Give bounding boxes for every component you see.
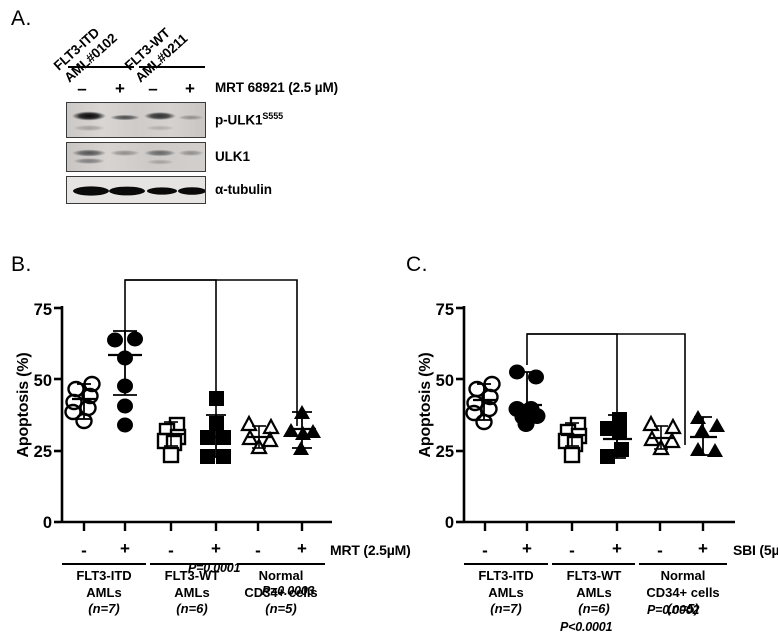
panel-b-group-underline-1: [150, 563, 233, 565]
panel-c-group-1-title2: AMLs: [576, 584, 612, 600]
panel-a: A. FLT3-ITD AML#0102 FLT3-WT AML#0211 – …: [0, 0, 440, 235]
panel-b: B. Apoptosis (%) 75 50 25 0: [0, 250, 411, 629]
panel-c-group-0-title1: FLT3-ITD: [478, 568, 534, 583]
blot-row-0-name: p-ULK1: [215, 112, 263, 128]
blot-row-0-sup: S555: [262, 111, 284, 121]
panel-b-group-0-points: [64, 375, 101, 430]
blot-row-2-name: α-tubulin: [215, 182, 272, 197]
panel-c-group-2-n: (n=5): [667, 601, 699, 617]
blot-image-p-ulk1: [66, 102, 206, 138]
lane-sign-2: –: [148, 79, 158, 98]
panel-a-letter: A.: [11, 7, 32, 30]
panel-c-pvalue-0: P<0.0001: [560, 620, 613, 634]
panel-b-group-1-title2: AMLs: [174, 584, 210, 600]
panel-b-group-1-points: [107, 330, 143, 433]
panel-c-group-0-points: [465, 375, 501, 431]
panel-c-group-4-points: [642, 414, 682, 456]
panel-b-group-underline-2: [237, 563, 325, 565]
panel-c-group-1-points: [508, 364, 546, 432]
panel-b-sign-2: -: [168, 541, 174, 560]
panel-b-group-3-points: [200, 391, 231, 464]
lane-sign-3: +: [185, 79, 195, 98]
panel-b-sign-5: +: [297, 539, 307, 558]
panel-c: C. Apoptosis (%) 75 50 25 0: [395, 250, 778, 634]
panel-c-axis-right-label: SBI (5µM): [733, 542, 778, 558]
blot-image-tubulin: [66, 176, 206, 204]
blot-row-label-tubulin: α-tubulin: [215, 182, 272, 197]
lane-group-label-0: FLT3-ITD AML#0102: [51, 19, 121, 86]
blot-row-label-ulk1: ULK1: [215, 149, 250, 164]
panel-b-group-underline-0: [62, 563, 146, 565]
panel-c-group-2-points: [557, 416, 588, 464]
panel-c-sign-2: -: [569, 541, 575, 560]
panel-c-group-1-n: (n=6): [578, 601, 610, 617]
blot-row-label-p-ulk1: p-ULK1S555: [215, 111, 283, 128]
panel-b-group-2-title1: Normal: [258, 568, 304, 583]
panel-b-group-0-title2: AMLs: [86, 584, 122, 600]
panel-c-letter: C.: [406, 253, 428, 276]
panel-b-sign-0: -: [81, 541, 87, 560]
panel-c-ytick-0: 0: [444, 514, 454, 532]
panel-c-sign-5: +: [698, 539, 708, 558]
blot-image-ulk1: [66, 142, 206, 172]
panel-c-plot: [456, 306, 735, 531]
panel-c-group-0-title2: AMLs: [488, 584, 524, 600]
panel-b-group-caption-1: FLT3-WT AMLs (n=6): [142, 568, 242, 618]
panel-c-sign-1: +: [522, 539, 532, 558]
blot-row-1-name: ULK1: [215, 149, 250, 164]
panel-b-group-0-title1: FLT3-ITD: [76, 568, 132, 583]
panel-b-ytick-25: 25: [33, 443, 52, 461]
lane-sign-1: +: [115, 79, 125, 98]
panel-c-group-1-title1: FLT3-WT: [566, 568, 622, 583]
panel-b-pvalue-1: P=0.0003: [262, 584, 315, 598]
panel-c-sign-4: -: [657, 541, 663, 560]
panel-b-group-2-n: (n=5): [265, 601, 297, 617]
panel-b-ytick-75: 75: [33, 301, 52, 319]
lane-sign-0: –: [77, 79, 87, 98]
panel-b-sign-1: +: [120, 539, 130, 558]
panel-b-ytick-0: 0: [42, 514, 52, 532]
panel-b-group-caption-0: FLT3-ITD AMLs (n=7): [54, 568, 154, 618]
panel-c-sign-3: +: [612, 539, 622, 558]
lane-group-rule-1: [139, 66, 205, 68]
panel-c-group-3-points: [600, 412, 632, 464]
panel-b-group-1-title1: FLT3-WT: [164, 568, 220, 583]
panel-c-group-0-n: (n=7): [490, 601, 522, 617]
panel-b-group-5-points: [283, 405, 321, 455]
panel-c-pvalue-1: P=0.0002: [647, 603, 700, 617]
panel-c-group-2-title2: CD34+ cells: [646, 584, 720, 600]
lane-group-label-1: FLT3-WT AML#0211: [122, 19, 191, 86]
panel-b-group-4-points: [240, 414, 280, 455]
panel-b-plot: [54, 279, 332, 531]
panel-c-group-underline-1: [552, 563, 635, 565]
panel-c-group-caption-2: Normal CD34+ cells (n=5): [633, 568, 733, 618]
panel-b-sign-4: -: [255, 541, 261, 560]
panel-b-group-0-n: (n=7): [88, 601, 120, 617]
panel-c-group-5-points: [690, 410, 725, 457]
panel-c-group-caption-1: FLT3-WT AMLs (n=6): [544, 568, 644, 618]
panel-c-group-underline-2: [639, 563, 727, 565]
treatment-label: MRT 68921 (2.5 µM): [215, 80, 339, 95]
lane-group-rule-0: [68, 66, 134, 68]
panel-b-ytick-50: 50: [33, 372, 52, 390]
panel-b-sign-3: +: [211, 539, 221, 558]
panel-b-group-2-title2: CD34+ cells: [244, 584, 318, 600]
panel-b-group-1-n: (n=6): [176, 601, 208, 617]
panel-c-ytick-75: 75: [435, 301, 454, 319]
panel-c-group-caption-0: FLT3-ITD AMLs (n=7): [456, 568, 556, 618]
panel-b-group-2-points: [156, 416, 187, 464]
panel-b-letter: B.: [11, 253, 32, 276]
panel-b-group-caption-2: Normal CD34+ cells (n=5): [231, 568, 331, 618]
panel-c-ytick-25: 25: [435, 443, 454, 461]
panel-c-ytick-50: 50: [435, 372, 454, 390]
panel-c-group-underline-0: [464, 563, 548, 565]
panel-c-group-2-title1: Normal: [660, 568, 706, 583]
panel-c-sign-0: -: [482, 541, 488, 560]
panel-b-axis-right-label: MRT (2.5µM): [330, 542, 411, 558]
